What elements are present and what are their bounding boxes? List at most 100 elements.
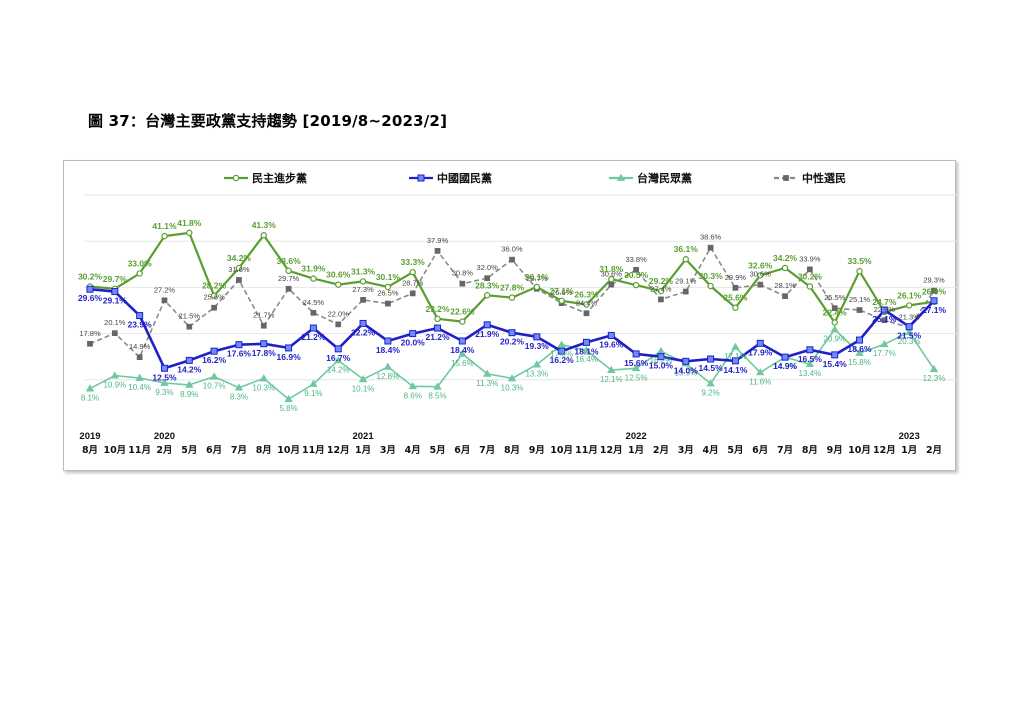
- data-point-marker: [607, 365, 616, 373]
- legend-item: 中性選民: [774, 171, 846, 185]
- data-point-marker: [783, 175, 789, 181]
- x-tick-label: 5月: [181, 445, 197, 456]
- data-point-marker: [583, 310, 590, 317]
- data-label: 29.7%: [526, 274, 548, 283]
- data-point-marker: [285, 344, 293, 352]
- data-point-marker: [855, 348, 864, 356]
- data-point-marker: [881, 317, 888, 324]
- data-point-marker: [185, 380, 194, 388]
- data-point-marker: [930, 297, 938, 305]
- data-label: 18.6%: [847, 344, 872, 354]
- data-label: 20.0%: [401, 338, 426, 348]
- data-point-marker: [260, 322, 267, 329]
- data-point-marker: [756, 339, 764, 347]
- data-label: 28.1%: [774, 281, 796, 290]
- data-label: 25.1%: [872, 314, 897, 324]
- data-label: 21.3%: [899, 313, 921, 322]
- data-label: 9.3%: [155, 388, 173, 397]
- data-label: 27.2%: [154, 285, 176, 294]
- data-point-marker: [284, 394, 293, 403]
- data-point-marker: [880, 306, 888, 314]
- x-tick-label: 7月: [479, 445, 495, 456]
- data-label: 24.5%: [303, 298, 325, 307]
- data-point-marker: [632, 350, 640, 358]
- data-label: 11.6%: [749, 377, 771, 386]
- x-tick-label: 9月: [827, 445, 843, 456]
- data-label: 33.8%: [625, 255, 647, 264]
- data-label: 14.9%: [774, 362, 797, 371]
- data-label: 23.9%: [128, 320, 153, 330]
- x-tick-label: 10月: [550, 445, 573, 456]
- x-tick-label: 10月: [848, 445, 871, 456]
- data-label: 29.1%: [675, 277, 697, 286]
- data-point-marker: [309, 324, 317, 332]
- data-label: 15.4%: [823, 359, 848, 369]
- data-point-marker: [830, 325, 839, 333]
- data-point-marker: [756, 368, 765, 376]
- data-point-marker: [732, 304, 739, 311]
- data-point-marker: [135, 373, 144, 381]
- data-point-marker: [781, 353, 789, 361]
- data-label: 27.4%: [650, 284, 672, 293]
- data-label: 30.8%: [452, 269, 474, 278]
- data-point-marker: [310, 275, 317, 282]
- data-point-marker: [111, 288, 119, 296]
- data-point-marker: [607, 331, 615, 339]
- data-point-marker: [335, 321, 342, 328]
- legend-item: 民主進步黨: [224, 171, 307, 185]
- data-point-marker: [616, 173, 626, 181]
- data-point-marker: [409, 290, 416, 297]
- data-point-marker: [657, 287, 665, 295]
- legend-label: 中性選民: [802, 171, 846, 185]
- data-point-marker: [731, 342, 740, 350]
- data-label: 33.9%: [799, 254, 821, 263]
- x-tick-label: 5月: [727, 445, 743, 456]
- data-point-marker: [458, 349, 467, 357]
- data-point-marker: [805, 359, 815, 367]
- data-label: 26.1%: [897, 290, 922, 300]
- data-label: 28.7%: [402, 278, 424, 287]
- data-label: 8.5%: [428, 392, 446, 401]
- x-year-label: 2022: [626, 431, 647, 442]
- data-label: 29.7%: [278, 274, 300, 283]
- data-point-marker: [433, 382, 442, 390]
- data-label: 12.5%: [152, 372, 177, 382]
- data-point-marker: [831, 319, 838, 326]
- data-label: 10.7%: [203, 382, 226, 391]
- data-point-marker: [434, 248, 441, 254]
- data-label: 15.6%: [624, 358, 649, 368]
- data-point-marker: [806, 346, 814, 354]
- data-label: 15.8%: [848, 358, 871, 367]
- data-label: 16.5%: [798, 354, 823, 364]
- data-point-marker: [856, 268, 863, 275]
- data-label: 16.2%: [550, 355, 575, 365]
- data-point-marker: [732, 285, 739, 291]
- x-tick-label: 2月: [156, 445, 172, 456]
- data-point-marker: [334, 356, 343, 364]
- data-label: 16.7%: [326, 353, 351, 363]
- x-year-label: 2020: [154, 431, 175, 442]
- data-point-marker: [831, 351, 839, 359]
- data-point-marker: [434, 324, 442, 332]
- data-point-marker: [385, 300, 391, 307]
- data-label: 9.1%: [304, 389, 322, 398]
- data-label: 27.3%: [352, 285, 374, 294]
- data-point-marker: [608, 275, 615, 283]
- data-point-marker: [682, 357, 690, 365]
- data-point-marker: [186, 323, 193, 330]
- x-tick-label: 4月: [405, 445, 421, 456]
- data-label: 28.3%: [475, 280, 500, 290]
- data-label: 30.1%: [525, 272, 550, 282]
- x-tick-label: 6月: [206, 445, 222, 456]
- legend-item: 中國國民黨: [409, 171, 492, 185]
- data-point-marker: [931, 287, 937, 294]
- data-label: 9.2%: [701, 388, 719, 397]
- data-label: 31.6%: [228, 265, 250, 274]
- data-label: 21.5%: [179, 312, 201, 321]
- data-label: 17.6%: [550, 350, 573, 359]
- data-point-marker: [260, 231, 267, 239]
- data-point-marker: [682, 256, 689, 263]
- data-point-marker: [236, 277, 242, 283]
- legend-label: 民主進步黨: [252, 171, 307, 185]
- data-label: 33.6%: [277, 256, 302, 266]
